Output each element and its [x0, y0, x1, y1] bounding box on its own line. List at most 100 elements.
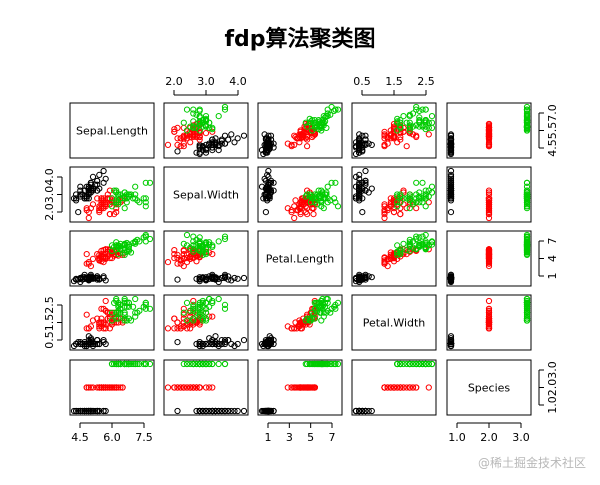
data-point	[187, 309, 194, 316]
data-point	[406, 384, 413, 391]
data-point	[381, 141, 388, 148]
tick-label: 3	[286, 431, 293, 444]
data-point	[221, 339, 229, 346]
data-point	[100, 167, 107, 175]
data-point	[73, 191, 80, 198]
data-point	[174, 319, 181, 326]
data-point	[199, 315, 206, 322]
chart-title: fdp算法聚类图	[224, 26, 375, 52]
data-point	[356, 185, 363, 192]
data-point	[403, 360, 410, 368]
data-point	[406, 191, 413, 198]
data-point	[196, 319, 203, 326]
data-point	[523, 110, 531, 117]
data-point	[180, 319, 187, 326]
data-point	[171, 325, 178, 332]
data-point	[485, 140, 493, 147]
data-point	[180, 360, 187, 368]
data-point	[334, 299, 342, 306]
data-point	[202, 315, 210, 322]
data-point	[113, 384, 120, 391]
data-point	[187, 131, 194, 138]
tick-label: 0.5	[43, 331, 56, 349]
data-point	[447, 339, 455, 346]
data-point	[485, 131, 493, 138]
data-point	[409, 199, 417, 206]
data-point	[206, 275, 213, 282]
tick-label: 2.5	[43, 296, 56, 314]
data-point	[75, 209, 82, 216]
data-point	[108, 360, 116, 368]
data-point	[193, 340, 200, 348]
data-point	[177, 325, 184, 332]
data-point	[485, 199, 493, 206]
data-point	[413, 360, 420, 368]
data-point	[264, 340, 271, 348]
data-point	[324, 183, 331, 190]
data-point	[485, 297, 493, 305]
data-point	[413, 106, 420, 113]
data-point	[134, 360, 141, 368]
data-point	[183, 251, 191, 258]
panel-frame	[257, 230, 343, 287]
data-point	[142, 360, 149, 368]
data-point	[190, 242, 197, 249]
data-point	[180, 323, 187, 330]
data-point	[403, 247, 410, 254]
data-point	[356, 193, 363, 200]
data-point	[362, 177, 369, 184]
data-point	[206, 119, 213, 126]
data-point	[264, 171, 271, 178]
data-point	[121, 245, 128, 252]
data-point	[419, 106, 426, 113]
panel-frame	[351, 230, 437, 287]
tick-label: 3.0	[546, 361, 559, 379]
data-point	[413, 195, 420, 202]
data-point	[352, 183, 360, 190]
data-point	[85, 185, 92, 192]
data-point	[523, 299, 531, 306]
data-point	[73, 276, 80, 283]
data-point	[319, 360, 326, 368]
data-point	[190, 307, 197, 314]
data-point	[193, 384, 200, 391]
data-point	[202, 340, 210, 348]
data-point	[212, 339, 219, 346]
data-point	[485, 260, 493, 267]
data-point	[196, 299, 203, 306]
data-point	[485, 325, 493, 332]
data-point	[180, 305, 187, 312]
data-point	[164, 259, 172, 266]
data-point	[100, 179, 107, 186]
data-point	[406, 205, 413, 212]
data-point	[209, 128, 216, 135]
data-point	[85, 189, 92, 196]
data-point	[190, 315, 197, 322]
data-point	[416, 123, 423, 130]
data-point	[202, 299, 210, 306]
data-point	[381, 211, 388, 218]
data-point	[523, 241, 531, 248]
data-point	[193, 252, 200, 259]
data-point	[106, 195, 114, 202]
data-point	[174, 325, 181, 332]
data-point	[419, 199, 426, 206]
tick-label: 1.0	[546, 396, 559, 414]
data-point	[311, 199, 318, 206]
data-point	[324, 199, 331, 206]
data-point	[381, 203, 388, 210]
data-point	[447, 275, 455, 282]
data-point	[413, 199, 420, 206]
data-point	[221, 360, 229, 368]
data-point	[171, 126, 178, 133]
data-point	[270, 179, 277, 186]
data-point	[485, 201, 493, 208]
data-point	[196, 245, 203, 252]
data-point	[196, 321, 203, 328]
data-point	[73, 407, 80, 415]
data-point	[394, 118, 401, 125]
data-point	[384, 140, 391, 147]
data-point	[196, 311, 203, 318]
data-point	[132, 183, 139, 190]
data-point	[359, 275, 366, 282]
